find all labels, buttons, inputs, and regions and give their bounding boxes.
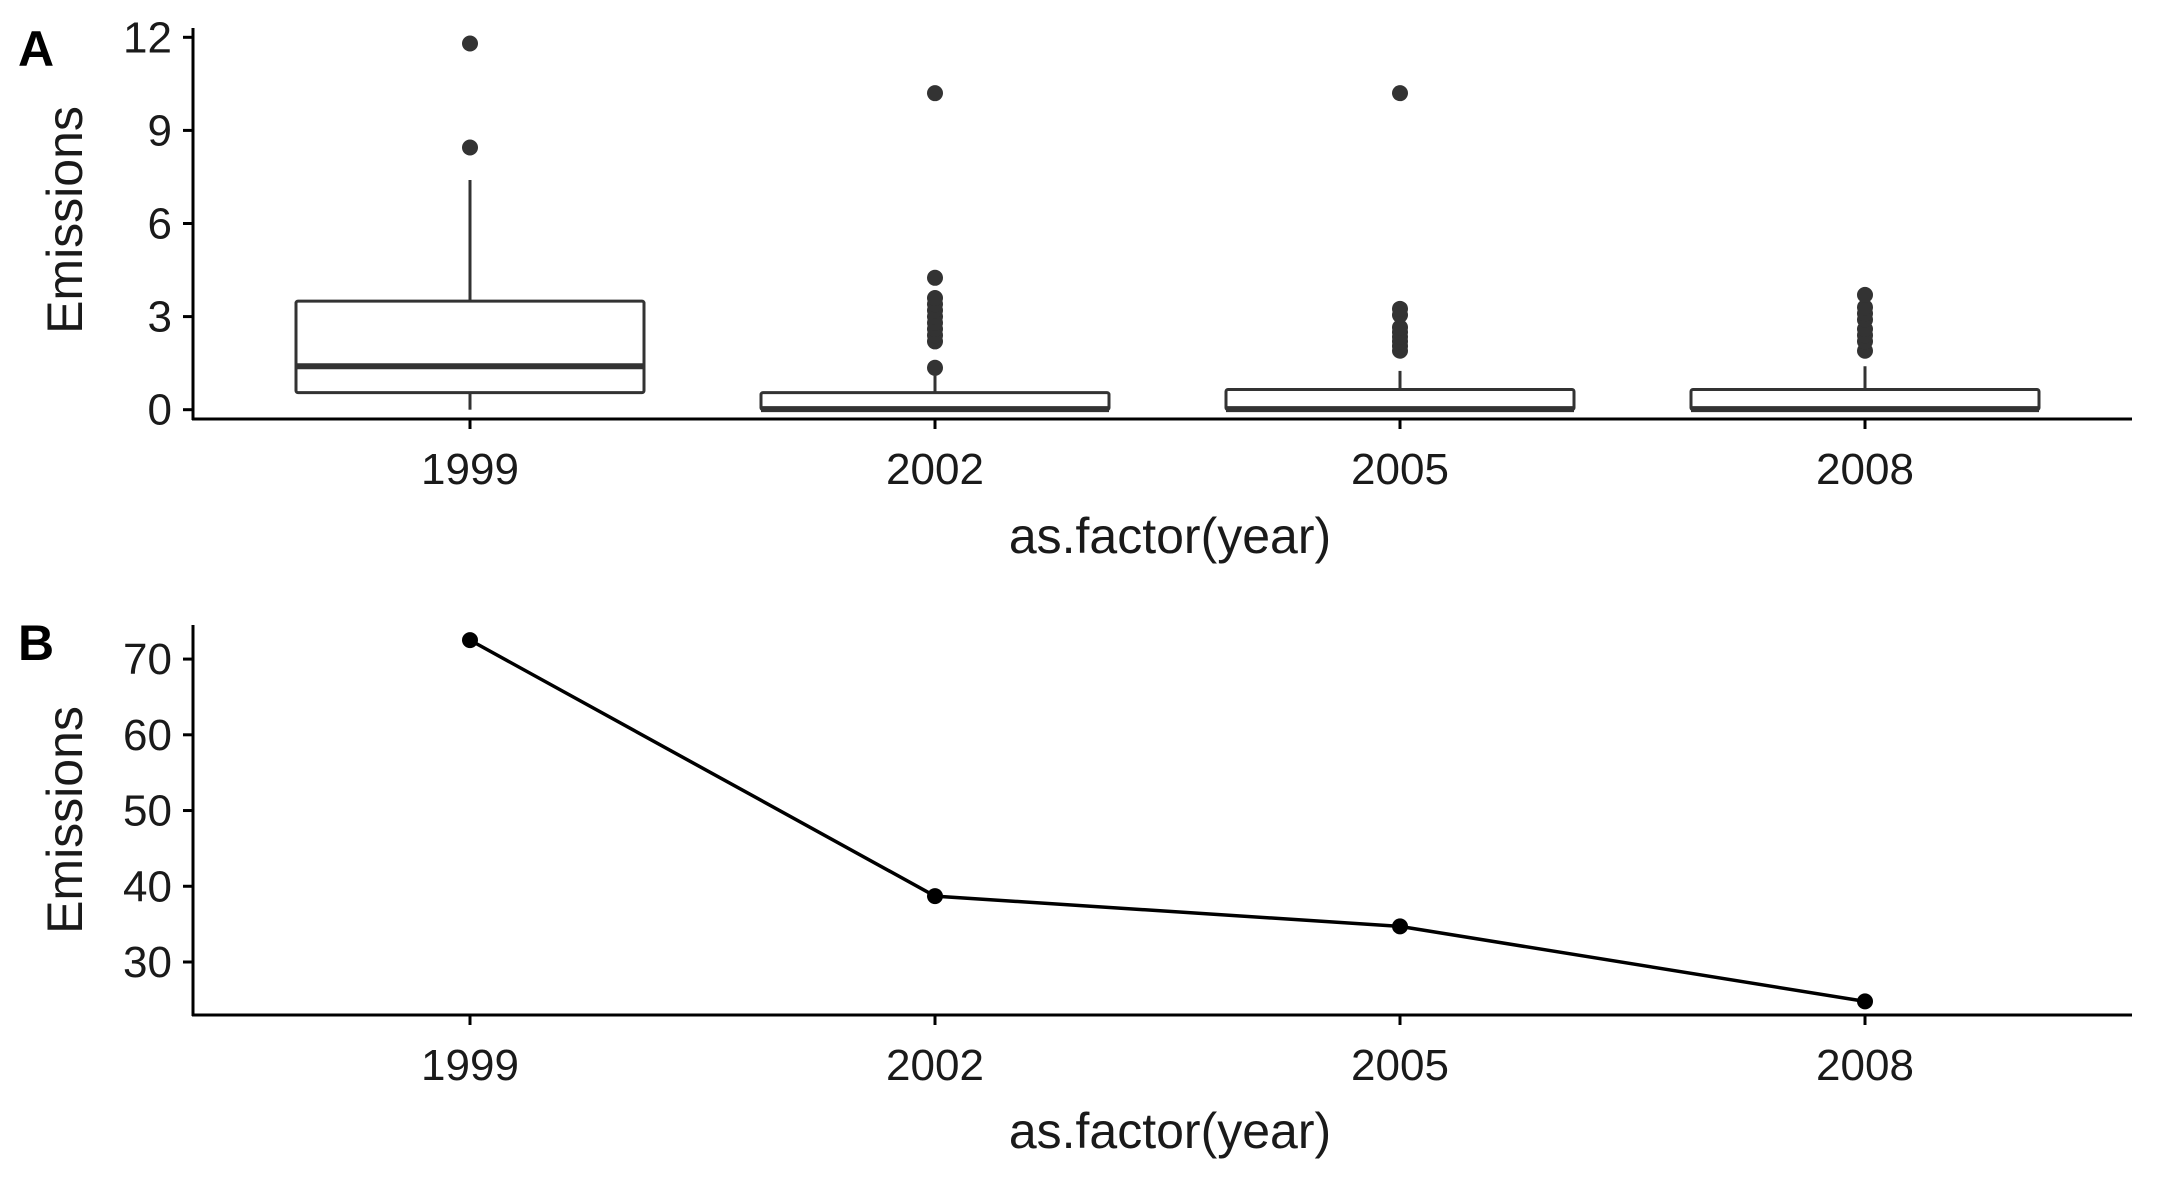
panel-b-tag: B (18, 615, 54, 671)
emissions-point-2008 (1857, 993, 1873, 1010)
emissions-point-2002 (927, 888, 943, 905)
emissions-series-line (469, 638, 1866, 1004)
outlier-point (927, 269, 943, 286)
outlier-point (1857, 286, 1873, 303)
outlier-point (1392, 300, 1408, 317)
panel-a-x-tick-label: 1999 (421, 445, 519, 494)
panel-a-y-tick-label: 9 (148, 106, 172, 155)
panel-b-x-ticks: 1999 2002 2005 2008 (421, 1015, 1914, 1090)
panel-a-boxplot: A 0 3 6 9 12 1999 2002 2005 2008 as.factor(year… (18, 13, 2132, 564)
panel-a-plot-area (294, 35, 2041, 413)
iqr-box (294, 299, 646, 395)
panel-a-x-axis-title: as.factor(year) (1009, 508, 1331, 564)
emissions-point-2005 (1392, 918, 1408, 935)
outlier-point (1857, 299, 1873, 316)
panel-b-x-tick-label: 2008 (1816, 1041, 1914, 1090)
box-2005 (1224, 85, 1576, 413)
panel-b-y-axis-title: Emissions (37, 706, 93, 934)
outlier-point (927, 289, 943, 306)
outlier-point (462, 139, 478, 156)
panel-a-y-tick-label: 3 (148, 293, 172, 342)
outlier-point (1392, 319, 1408, 336)
panel-b-x-tick-label: 2005 (1351, 1041, 1449, 1090)
panel-a-x-tick-label: 2008 (1816, 445, 1914, 494)
outlier-point (1392, 85, 1408, 102)
outlier-point (462, 35, 478, 52)
panel-a-tag: A (18, 21, 54, 77)
panel-b-y-tick-label: 40 (123, 862, 172, 911)
panel-b-x-tick-label: 2002 (886, 1041, 984, 1090)
panel-b-y-tick-label: 60 (123, 711, 172, 760)
panel-a-y-tick-label: 0 (148, 386, 172, 435)
panel-a-y-tick-label: 6 (148, 200, 172, 249)
outlier-point (927, 85, 943, 102)
panel-a-y-axis-title: Emissions (37, 106, 93, 334)
box-1999 (294, 35, 646, 410)
panel-b-plot-area (462, 632, 1873, 1010)
emissions-point-1999 (462, 632, 478, 649)
panel-b-line-chart: B 30 40 50 60 70 1999 2002 2005 2008 as.factor(… (18, 615, 2132, 1159)
panel-b-x-axis-title: as.factor(year) (1009, 1103, 1331, 1159)
panel-b-x-tick-label: 1999 (421, 1041, 519, 1090)
panel-a-x-ticks: 1999 2002 2005 2008 (421, 419, 1914, 494)
panel-b-y-tick-label: 30 (123, 938, 172, 987)
outlier-point (927, 359, 943, 376)
panel-a-x-tick-label: 2005 (1351, 445, 1449, 494)
panel-a-y-ticks: 0 3 6 9 12 (123, 13, 193, 435)
panel-a-y-tick-label: 12 (123, 13, 172, 62)
panel-a-x-tick-label: 2002 (886, 445, 984, 494)
panel-b-y-tick-label: 70 (123, 635, 172, 684)
panel-b-y-ticks: 30 40 50 60 70 (123, 635, 193, 987)
box-2008 (1689, 286, 2041, 413)
panel-b-y-tick-label: 50 (123, 787, 172, 836)
box-2002 (759, 85, 1111, 413)
